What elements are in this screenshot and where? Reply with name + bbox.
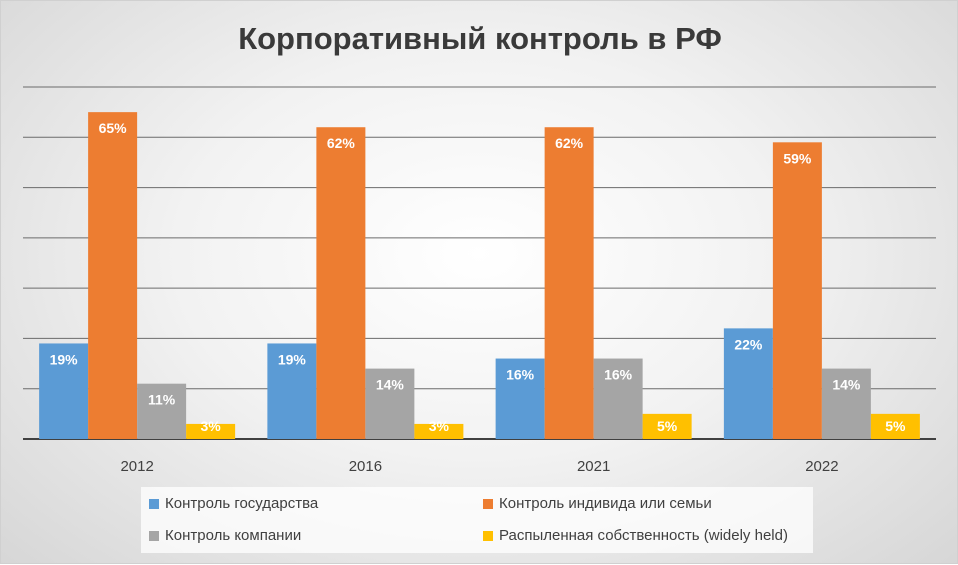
chart-title: Корпоративный контроль в РФ [238, 21, 722, 56]
bar [316, 127, 366, 439]
legend-swatch [149, 530, 159, 541]
data-label: 65% [99, 120, 128, 136]
bar [821, 368, 871, 439]
legend-label: Контроль индивида или семьи [499, 495, 712, 512]
data-label: 19% [278, 351, 307, 367]
legend-swatch [483, 498, 493, 509]
bar [186, 423, 236, 439]
legend-label: Контроль компании [165, 527, 302, 544]
bar [88, 112, 138, 440]
bar [365, 368, 415, 439]
bar [414, 423, 464, 439]
chart-legend: Контроль государства Контроль индивида ил… [141, 487, 813, 553]
legend-swatch [483, 530, 493, 541]
bar [593, 358, 643, 439]
legend-label: Распыленная собственность (widely held) [499, 527, 788, 544]
data-label: 22% [734, 336, 763, 352]
bar [723, 328, 773, 439]
x-tick-label: 2022 [805, 458, 838, 475]
legend-label: Контроль государства [165, 495, 319, 512]
data-label: 62% [555, 135, 584, 151]
data-label: 11% [148, 392, 176, 408]
legend-swatch [149, 498, 159, 509]
data-label: 16% [506, 367, 535, 383]
x-tick-label: 2012 [120, 458, 153, 475]
bar [772, 142, 822, 440]
data-label: 3% [201, 418, 222, 434]
data-label: 59% [783, 150, 812, 166]
bar [267, 343, 317, 439]
legend-item: Контроль государства [149, 495, 318, 512]
bar [642, 413, 692, 439]
data-label: 62% [327, 135, 356, 151]
x-tick-label: 2016 [349, 458, 382, 475]
legend-item: Контроль компании [149, 527, 301, 544]
legend-item: Распыленная собственность (widely held) [483, 527, 788, 544]
data-label: 19% [50, 351, 79, 367]
data-label: 16% [604, 367, 633, 383]
bar [544, 127, 594, 439]
x-tick-label: 2021 [577, 458, 610, 475]
bar [870, 413, 920, 439]
data-label: 14% [376, 377, 405, 393]
legend-item: Контроль индивида или семьи [483, 495, 712, 512]
bar [39, 343, 89, 439]
bar [137, 383, 187, 439]
data-label: 3% [429, 418, 450, 434]
data-label: 5% [657, 418, 678, 434]
bar [495, 358, 545, 439]
data-label: 14% [832, 377, 861, 393]
data-label: 5% [885, 418, 906, 434]
